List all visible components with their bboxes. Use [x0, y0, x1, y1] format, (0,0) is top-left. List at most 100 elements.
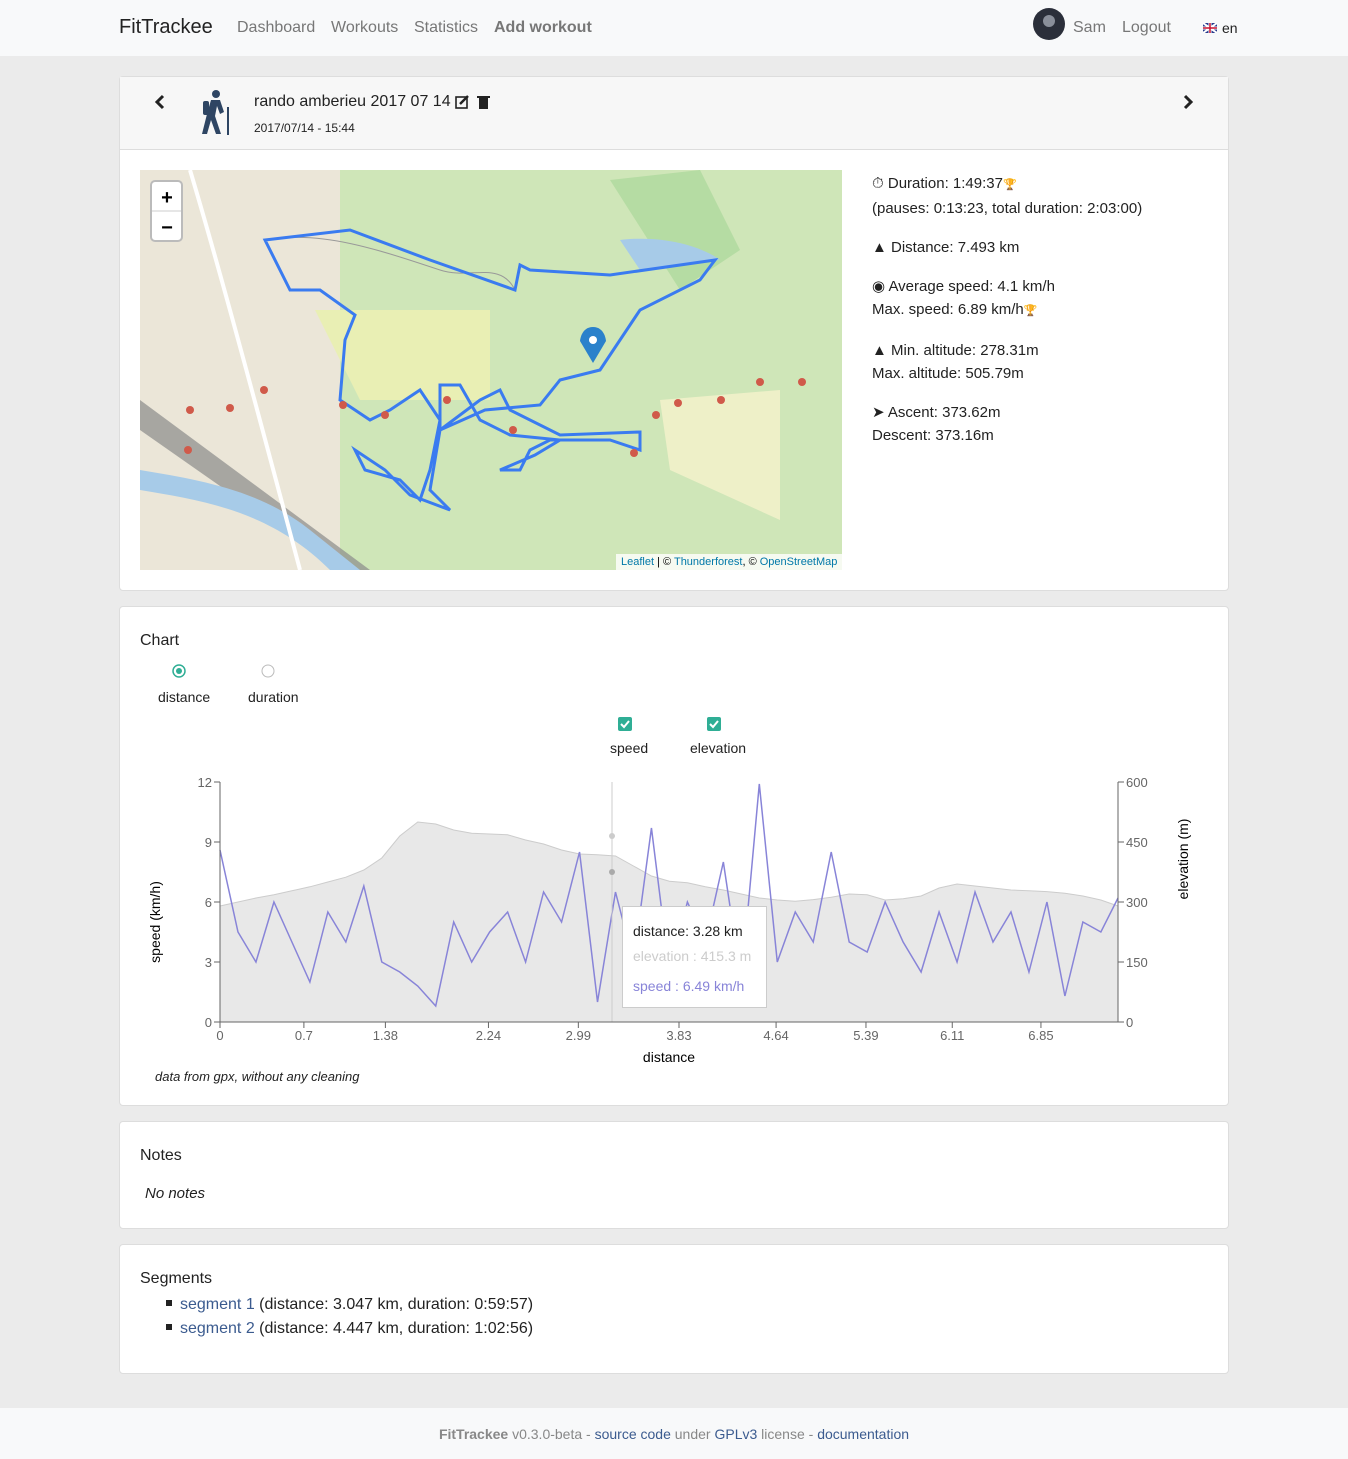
- footer-link[interactable]: source code: [594, 1426, 671, 1442]
- user-link[interactable]: Sam: [1073, 19, 1106, 36]
- card-title: Segments: [140, 1270, 213, 1287]
- attr-text: | ©: [654, 556, 674, 568]
- y-tick-label: 9: [205, 835, 212, 850]
- active-dot: [609, 869, 615, 875]
- stat-text: Duration: 1:49:37: [887, 175, 1003, 192]
- radio-label[interactable]: distance: [158, 689, 211, 705]
- y-axis-label: speed (km/h): [147, 881, 163, 963]
- zoom-in[interactable]: +: [161, 187, 173, 209]
- x-tick-label: 6.85: [1028, 1028, 1053, 1043]
- segment-item: segment 1 (distance: 3.047 km, duration:…: [166, 1293, 533, 1317]
- y-tick-label: 0: [205, 1015, 212, 1030]
- sport-icon: [202, 90, 229, 135]
- y-tick-label: 12: [198, 775, 212, 790]
- workout-title: rando amberieu 2017 07 14: [254, 93, 451, 110]
- y-tick-label: 6: [205, 895, 212, 910]
- tooltip-elevation: elevation : 415.3 m: [633, 948, 752, 964]
- checkbox-label[interactable]: elevation: [690, 740, 747, 756]
- segment-link[interactable]: segment 1: [180, 1296, 255, 1313]
- y2-axis-label: elevation (m): [1175, 819, 1191, 900]
- prev-arrow[interactable]: [152, 93, 168, 111]
- y2-tick-label: 300: [1126, 895, 1148, 910]
- attr-link[interactable]: Thunderforest: [674, 556, 742, 568]
- footer-text: v0.3.0-beta -: [508, 1426, 595, 1442]
- stats: ⏱ Duration: 1:49:37🏆 (pauses: 0:13:23, t…: [872, 172, 1142, 447]
- y2-tick-label: 150: [1126, 955, 1148, 970]
- y2-tick-label: 0: [1126, 1015, 1133, 1030]
- workout-date: 2017/07/14 - 15:44: [254, 121, 355, 135]
- segment-link[interactable]: segment 2: [180, 1320, 255, 1337]
- radio-label[interactable]: duration: [248, 689, 299, 705]
- nav-link[interactable]: Dashboard: [237, 19, 316, 36]
- footer-text: license -: [757, 1426, 818, 1442]
- radio[interactable]: [261, 664, 275, 678]
- stat: (pauses: 0:13:23, total duration: 2:03:0…: [872, 200, 1143, 217]
- x-tick-label: 0.7: [295, 1028, 313, 1043]
- edit-delete-icons[interactable]: [454, 94, 490, 110]
- stat: ➤ Ascent: 373.62m: [872, 404, 1001, 421]
- stat: ◉ Average speed: 4.1 km/h: [872, 278, 1055, 295]
- checkbox[interactable]: [618, 717, 632, 731]
- active-dot: [609, 833, 615, 839]
- footer-brand: FitTrackee: [438, 1426, 509, 1442]
- y-tick-label: 3: [205, 955, 212, 970]
- footer: FitTrackee v0.3.0-beta - source code und…: [0, 1408, 1348, 1459]
- segment-item: segment 2 (distance: 4.447 km, duration:…: [166, 1317, 533, 1341]
- checkbox[interactable]: [707, 717, 721, 731]
- y2-tick-label: 600: [1126, 775, 1148, 790]
- stat-text: Distance: 7.493 km: [891, 239, 1020, 256]
- stat-text: Max. speed: 6.89 km/h: [872, 301, 1024, 318]
- stat: Max. speed: 6.89 km/h🏆: [872, 301, 1038, 318]
- logout-link[interactable]: Logout: [1122, 19, 1171, 36]
- next-arrow[interactable]: [1180, 93, 1196, 111]
- stat-text: Average speed: 4.1 km/h: [888, 278, 1055, 295]
- nav-link[interactable]: Add workout: [494, 19, 592, 36]
- nav-link[interactable]: Workouts: [331, 19, 399, 36]
- card-header: [120, 77, 1228, 150]
- notes-text: No notes: [145, 1185, 206, 1202]
- lang[interactable]: en: [1222, 20, 1238, 36]
- map[interactable]: + − Leaflet | © Thunderforest, © OpenStr…: [140, 170, 842, 570]
- radio-checked[interactable]: [172, 664, 186, 678]
- footer-link[interactable]: GPLv3: [714, 1426, 758, 1442]
- stat: Max. altitude: 505.79m: [872, 365, 1024, 382]
- attribution: Leaflet | © Thunderforest, © OpenStreetM…: [621, 556, 837, 568]
- stat: ▲ Min. altitude: 278.31m: [872, 342, 1039, 359]
- x-tick-label: 4.64: [763, 1028, 788, 1043]
- x-axis-label: distance: [643, 1049, 695, 1065]
- x-tick-label: 0: [216, 1028, 223, 1043]
- zoom-out[interactable]: −: [161, 217, 173, 239]
- x-tick-label: 2.24: [476, 1028, 501, 1043]
- navbar: FitTrackee Dashboard Workouts Statistics…: [0, 0, 1348, 56]
- stat-text: Ascent: 373.62m: [887, 404, 1001, 421]
- checkbox-label[interactable]: speed: [610, 740, 649, 756]
- segment-detail: (distance: 3.047 km, duration: 0:59:57): [259, 1296, 534, 1313]
- tooltip-label: distance: 3.28 km: [633, 923, 743, 939]
- segments-card: Segments segment 1 (distance: 3.047 km, …: [119, 1244, 1229, 1374]
- x-tick-label: 1.38: [373, 1028, 398, 1043]
- attr-link[interactable]: OpenStreetMap: [760, 556, 838, 568]
- nav-link[interactable]: Statistics: [414, 19, 479, 36]
- footer-link[interactable]: documentation: [817, 1426, 910, 1442]
- x-tick-label: 6.11: [940, 1028, 964, 1043]
- x-tick-label: 3.83: [666, 1028, 691, 1043]
- attr-link[interactable]: Leaflet: [621, 556, 654, 568]
- flag: [1203, 23, 1217, 33]
- avatar[interactable]: [1033, 8, 1065, 40]
- tooltip-speed: speed : 6.49 km/h: [633, 978, 745, 994]
- stat: ▲ Distance: 7.493 km: [872, 239, 1020, 256]
- y2-tick-label: 450: [1126, 835, 1148, 850]
- segment-detail: (distance: 4.447 km, duration: 1:02:56): [259, 1320, 534, 1337]
- card-title: Chart: [140, 632, 180, 649]
- chart-card: Chart distance duration speed elevation …: [119, 606, 1229, 1106]
- stat: ⏱ Duration: 1:49:37🏆: [872, 175, 1017, 192]
- workout-card: rando amberieu 2017 07 14 2017/07/14 - 1…: [119, 76, 1229, 591]
- footer-text: under: [670, 1426, 715, 1442]
- stat-text: Min. altitude: 278.31m: [891, 342, 1039, 359]
- notes-card: Notes No notes: [119, 1121, 1229, 1229]
- attr-text: , ©: [742, 556, 759, 568]
- x-tick-label: 5.39: [853, 1028, 878, 1043]
- card-title: Notes: [140, 1147, 182, 1164]
- brand[interactable]: FitTrackee: [119, 16, 213, 38]
